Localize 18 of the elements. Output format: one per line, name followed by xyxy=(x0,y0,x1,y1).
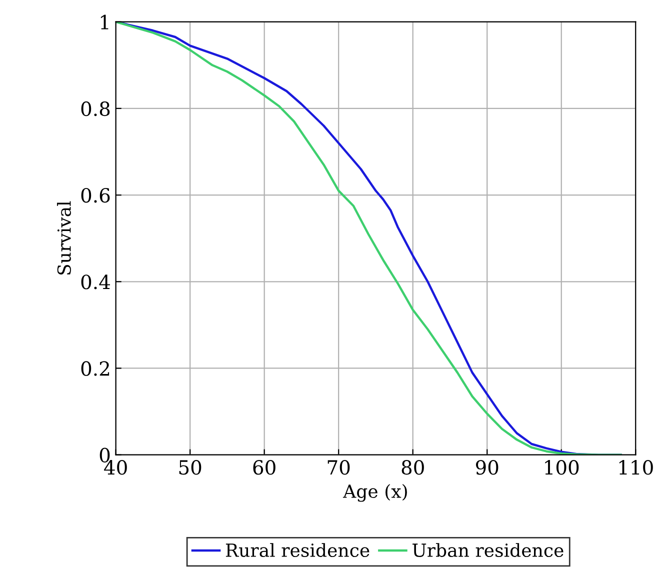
y-tick-label: 0 xyxy=(100,448,110,462)
legend-label: Rural residence xyxy=(226,543,370,558)
y-tick-label: 0.4 xyxy=(81,274,110,290)
y-tick-label: 0.8 xyxy=(81,101,110,116)
y-tick-label: 0.6 xyxy=(81,188,110,203)
y-tick-label: 0.2 xyxy=(81,361,110,376)
x-axis-title: Age (x) xyxy=(342,484,407,502)
x-tick-label: 70 xyxy=(328,460,350,475)
x-tick-label: 100 xyxy=(545,460,579,475)
x-tick-label: 110 xyxy=(619,460,653,475)
legend-label: Urban residence xyxy=(412,543,564,558)
x-tick-label: 40 xyxy=(104,460,127,475)
y-axis-title: Survival xyxy=(56,201,71,274)
x-tick-label: 80 xyxy=(402,460,424,475)
x-tick-label: 50 xyxy=(179,460,202,475)
x-tick-label: 60 xyxy=(253,460,276,475)
x-tick-label: 90 xyxy=(476,460,498,475)
y-tick-label: 1 xyxy=(100,14,108,30)
